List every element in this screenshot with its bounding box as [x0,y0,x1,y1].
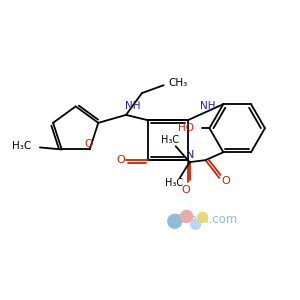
Text: O: O [181,184,190,195]
Text: H₃C: H₃C [165,178,183,188]
Circle shape [168,214,182,228]
Text: O: O [116,155,125,165]
Text: NH: NH [125,101,141,111]
Text: CH₃: CH₃ [168,78,187,88]
Text: H₃C: H₃C [12,141,31,152]
Text: O: O [85,140,93,149]
Text: N: N [185,150,194,160]
Text: NH: NH [200,101,215,111]
Text: HO: HO [178,123,194,133]
Text: O: O [221,176,230,186]
Text: Chem.com: Chem.com [175,213,238,226]
Circle shape [198,212,208,222]
Circle shape [190,219,200,229]
Circle shape [181,210,193,222]
Text: H₃C: H₃C [161,135,179,145]
